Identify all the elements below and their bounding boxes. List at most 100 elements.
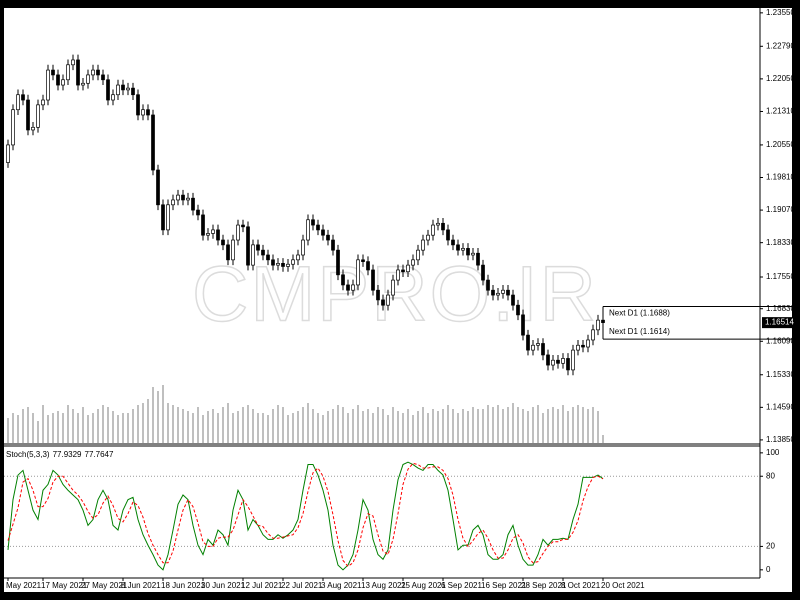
candle-body: [541, 343, 545, 356]
volume-bar: [242, 407, 244, 443]
volume-bar: [322, 415, 324, 443]
volume-bar: [402, 413, 404, 443]
indicator-k-value: 77.9329: [53, 450, 82, 459]
volume-bar: [452, 409, 454, 443]
candle-body: [166, 204, 170, 231]
stoch-line: [7, 461, 604, 571]
candle-body: [221, 239, 225, 246]
candle-body: [226, 244, 230, 261]
candle-body: [381, 299, 385, 306]
y-tick-label: 1.18330: [766, 238, 795, 247]
x-tick-label: 20 Oct 2021: [601, 581, 645, 590]
candle-body: [526, 334, 530, 351]
candle-body: [41, 99, 45, 106]
volume-bar: [97, 409, 99, 443]
x-tick-label: 17 May 2021: [41, 581, 88, 590]
candle-body: [481, 264, 485, 281]
candle-body: [161, 204, 165, 231]
volume-bar: [197, 407, 199, 443]
candle-body: [426, 234, 430, 241]
candle-body: [366, 261, 370, 271]
volume-bar: [227, 403, 229, 443]
volume-bar: [12, 413, 14, 443]
x-tick-label: 8 Jun 2021: [121, 581, 161, 590]
candle-body: [241, 224, 245, 228]
volume-bar: [577, 405, 579, 443]
volume-bar: [592, 407, 594, 443]
x-tick-label: 16 Sep 2021: [481, 581, 527, 590]
volume-bar: [442, 409, 444, 443]
candle-body: [586, 339, 590, 348]
volume-bar: [192, 413, 194, 443]
candle-body: [536, 343, 540, 346]
y-tick-label: 1.17550: [766, 272, 795, 281]
volume-bar: [112, 411, 114, 443]
candle-body: [591, 329, 595, 341]
volume-bar: [7, 418, 9, 443]
candle-body: [556, 359, 560, 364]
volume-bar: [147, 399, 149, 443]
volume-bar: [152, 387, 154, 443]
y-tick-label: 1.16090: [766, 336, 795, 345]
volume-bar: [527, 411, 529, 443]
volume-bar: [202, 415, 204, 443]
candle-body: [566, 358, 570, 371]
volume-bar: [567, 411, 569, 443]
candle-body: [231, 239, 235, 261]
candle-body: [16, 94, 20, 111]
candle-body: [306, 219, 310, 241]
volume-bar: [377, 407, 379, 443]
volume-bar: [52, 413, 54, 443]
volume-bar: [162, 385, 164, 443]
candle-body: [491, 289, 495, 296]
volume-bar: [37, 421, 39, 443]
stoch-tick-label: 80: [766, 471, 775, 480]
volume-bar: [382, 409, 384, 443]
candle-body: [106, 79, 110, 101]
volume-bar: [82, 407, 84, 443]
candle-body: [36, 104, 40, 128]
candle-body: [351, 284, 355, 291]
volume-bar: [257, 413, 259, 443]
y-tick-label: 1.13850: [766, 435, 795, 444]
y-tick-label: 1.15330: [766, 370, 795, 379]
stoch-tick-label: 0: [766, 565, 771, 574]
volume-bar: [337, 405, 339, 443]
candle-body: [146, 109, 150, 116]
candle-body: [101, 74, 105, 81]
x-tick-label: 28 Sep 2021: [521, 581, 567, 590]
candle-body: [26, 99, 30, 131]
volume-bar: [422, 407, 424, 443]
candle-body: [511, 294, 515, 306]
volume-bar: [542, 413, 544, 443]
volume-bar: [62, 413, 64, 443]
candle-body: [111, 94, 115, 101]
candle-body: [21, 94, 25, 101]
level-label: Next D1 (1.1688): [609, 309, 670, 318]
candle-body: [321, 229, 325, 236]
candle-body: [581, 344, 585, 348]
volume-bar: [342, 407, 344, 443]
candle-body: [346, 284, 350, 291]
candle-body: [411, 259, 415, 266]
volume-bar: [557, 409, 559, 443]
volume-bar: [232, 413, 234, 443]
candle-body: [191, 197, 195, 211]
volume-bar: [387, 415, 389, 443]
volume-bar: [132, 409, 134, 443]
candle-body: [451, 239, 455, 246]
volume-bar: [217, 413, 219, 443]
candle-body: [216, 229, 220, 241]
volume-bar: [32, 413, 34, 443]
candle-body: [436, 222, 440, 226]
candle-body: [421, 239, 425, 251]
volume-bar: [547, 409, 549, 443]
x-tick-label: May 2021: [6, 581, 42, 590]
volume-bar: [67, 405, 69, 443]
volume-bar: [72, 409, 74, 443]
candle-body: [596, 319, 600, 331]
y-tick-label: 1.19810: [766, 173, 795, 182]
volume-bar: [327, 411, 329, 443]
volume-bar: [497, 405, 499, 443]
